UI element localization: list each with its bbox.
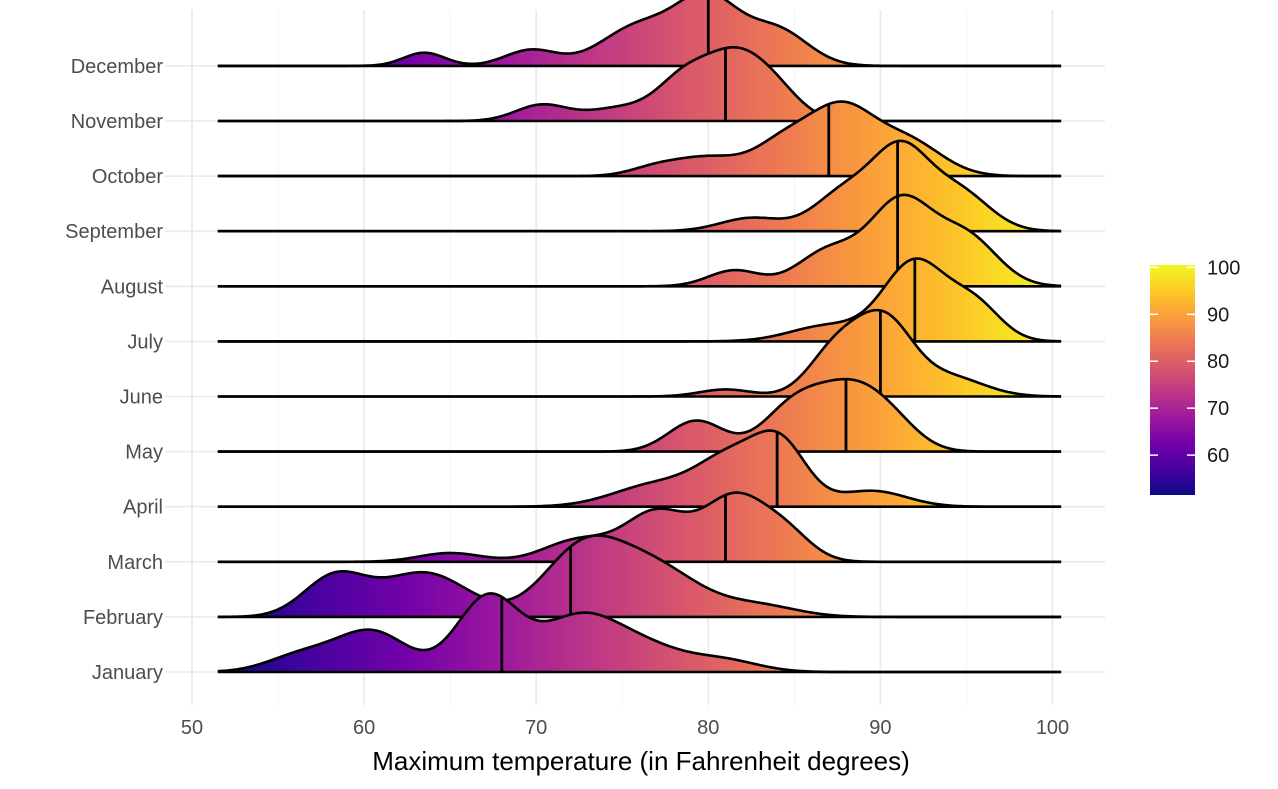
ridge-fill — [217, 140, 1062, 232]
y-tick-label: March — [107, 552, 163, 574]
x-tick-label: 90 — [869, 717, 891, 739]
colorbar-label: 100 — [1207, 257, 1240, 279]
ridge-fill — [217, 258, 1062, 342]
ridge-fill — [217, 47, 1062, 121]
x-tick-label: 70 — [525, 717, 547, 739]
y-axis-labels: January February March April May June July Augu… — [65, 56, 163, 684]
ridge-january — [217, 592, 1062, 674]
ridge-july — [217, 257, 1062, 343]
density-ridges — [217, 0, 1062, 674]
x-tick-label: 80 — [697, 717, 719, 739]
ridge-fill — [217, 430, 1062, 507]
ridge-april — [217, 429, 1062, 509]
y-tick-label: November — [71, 111, 164, 133]
ridge-fill — [217, 535, 1062, 617]
x-axis-title: Maximum temperature (in Fahrenheit degre… — [372, 746, 910, 776]
colorbar — [1150, 265, 1195, 495]
y-tick-label: May — [125, 442, 163, 464]
y-tick-label: August — [101, 276, 164, 298]
ridge-fill — [217, 310, 1062, 397]
colorbar-label: 70 — [1207, 398, 1229, 420]
ridge-november — [217, 46, 1062, 123]
ridge-fill — [217, 379, 1062, 452]
colorbar-label: 80 — [1207, 351, 1229, 373]
y-tick-label: February — [83, 607, 163, 629]
y-tick-label: April — [123, 497, 163, 519]
x-tick-label: 50 — [181, 717, 203, 739]
ridge-fill — [217, 0, 1062, 66]
ridge-fill — [217, 492, 1062, 562]
ridge-fill — [217, 593, 1062, 672]
x-axis-labels: 50 60 70 80 90 100 — [181, 717, 1069, 739]
x-tick-label: 100 — [1036, 717, 1069, 739]
ridge-may — [217, 377, 1062, 453]
y-tick-label: June — [120, 387, 163, 409]
colorbar-label: 60 — [1207, 445, 1229, 467]
ridge-december — [217, 0, 1062, 68]
y-tick-label: July — [127, 331, 163, 353]
x-tick-label: 60 — [353, 717, 375, 739]
y-tick-label: October — [92, 166, 163, 188]
color-legend: 60 70 80 90 100 — [1150, 257, 1240, 495]
colorbar-label: 90 — [1207, 304, 1229, 326]
y-tick-label: December — [71, 56, 164, 78]
ridge-february — [217, 534, 1062, 619]
y-tick-label: September — [65, 221, 163, 243]
ridge-june — [217, 308, 1062, 398]
ridge-fill — [217, 194, 1062, 287]
y-tick-label: January — [92, 662, 163, 684]
ridge-fill — [217, 101, 1062, 177]
